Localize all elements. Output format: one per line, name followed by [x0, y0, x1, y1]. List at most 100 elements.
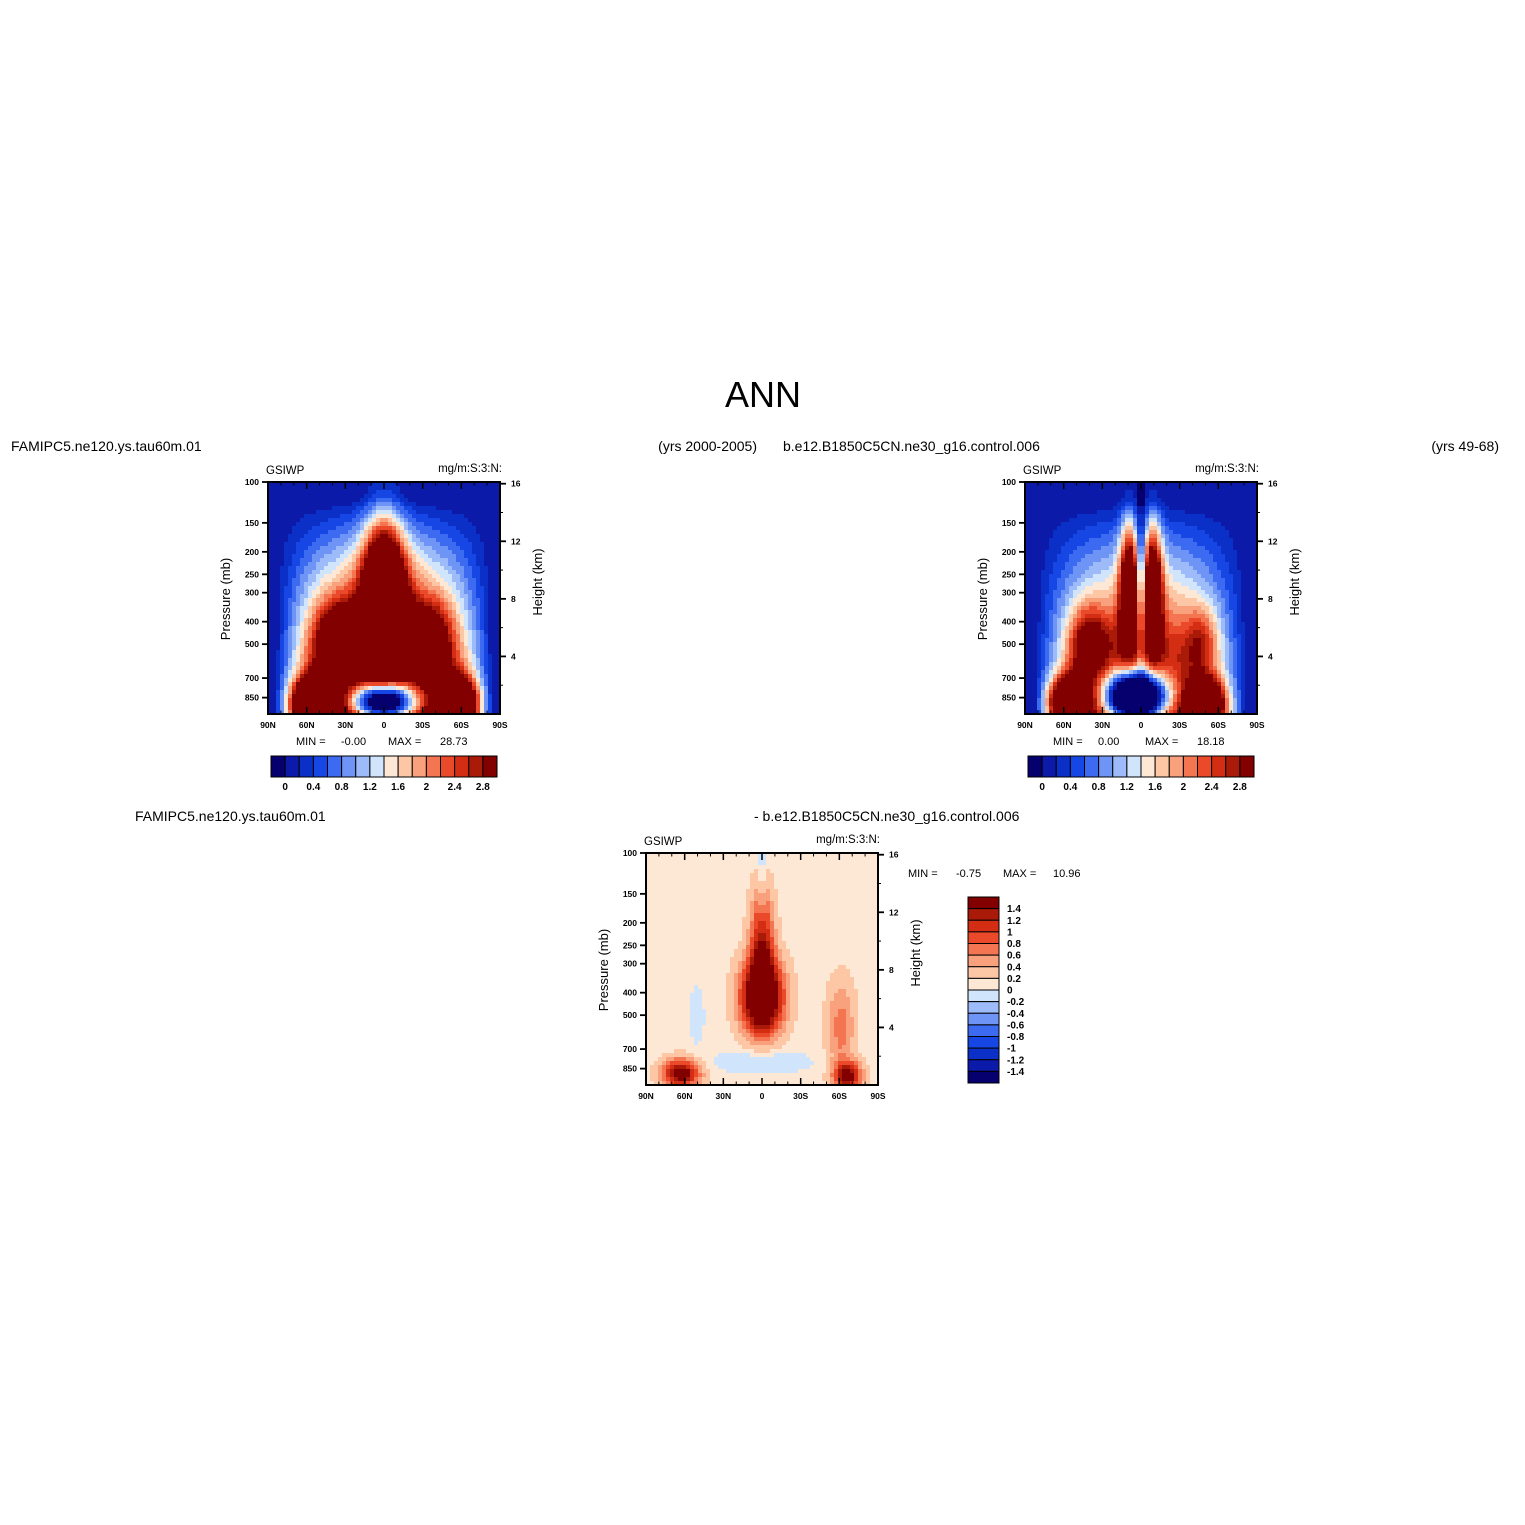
field-cell: [1217, 510, 1222, 515]
field-cell: [380, 678, 385, 683]
field-cell: [444, 662, 449, 667]
field-cell: [284, 546, 289, 551]
field-cell: [1137, 482, 1142, 487]
field-cell: [1153, 546, 1158, 551]
field-cell: [484, 562, 489, 567]
field-cell: [1209, 490, 1214, 495]
field-cell: [388, 638, 393, 643]
field-cell: [356, 646, 361, 651]
field-cell: [1213, 530, 1218, 535]
field-cell: [448, 610, 453, 615]
field-cell: [1125, 494, 1130, 499]
field-cell: [1033, 510, 1038, 515]
field-cell: [1177, 566, 1182, 571]
field-cell: [312, 602, 317, 607]
field-cell: [316, 654, 321, 659]
field-cell: [400, 686, 405, 691]
field-cell: [1029, 542, 1034, 547]
field-cell: [1245, 562, 1250, 567]
field-cell: [1197, 566, 1202, 571]
field-cell: [360, 530, 365, 535]
field-cell: [1089, 566, 1094, 571]
field-cell: [484, 594, 489, 599]
field-cell: [332, 506, 337, 511]
field-cell: [464, 550, 469, 555]
field-cell: [464, 682, 469, 687]
field-cell: [1101, 582, 1106, 587]
field-cell: [468, 642, 473, 647]
field-cell: [336, 546, 341, 551]
field-cell: [332, 482, 337, 487]
field-cell: [420, 682, 425, 687]
field-cell: [288, 598, 293, 603]
field-cell: [436, 686, 441, 691]
field-cell: [280, 586, 285, 591]
field-cell: [444, 670, 449, 675]
field-cell: [344, 494, 349, 499]
field-cell: [300, 642, 305, 647]
field-cell: [1061, 570, 1066, 575]
field-cell: [416, 554, 421, 559]
field-cell: [492, 526, 497, 531]
field-cell: [288, 618, 293, 623]
field-cell: [1149, 570, 1154, 575]
field-cell: [436, 566, 441, 571]
field-cell: [1229, 510, 1234, 515]
field-cell: [1217, 538, 1222, 543]
field-cell: [1149, 498, 1154, 503]
field-cell: [368, 514, 373, 519]
field-cell: [372, 706, 377, 711]
field-cell: [292, 670, 297, 675]
field-cell: [1193, 522, 1198, 527]
field-cell: [468, 514, 473, 519]
field-cell: [404, 590, 409, 595]
field-cell: [360, 518, 365, 523]
field-cell: [320, 654, 325, 659]
field-cell: [464, 486, 469, 491]
field-cell: [352, 686, 357, 691]
field-cell: [312, 630, 317, 635]
colorbar-box: [312, 755, 329, 778]
field-cell: [296, 594, 301, 599]
field-cell: [392, 694, 397, 699]
field-cell: [488, 686, 493, 691]
field-cell: [476, 702, 481, 707]
field-cell: [400, 586, 405, 591]
field-cell: [384, 682, 389, 687]
field-cell: [332, 566, 337, 571]
field-cell: [404, 602, 409, 607]
field-cell: [436, 650, 441, 655]
field-cell: [408, 526, 413, 531]
field-cell: [416, 518, 421, 523]
field-cell: [420, 646, 425, 651]
field-cell: [1189, 490, 1194, 495]
field-cell: [476, 594, 481, 599]
field-cell: [368, 546, 373, 551]
field-cell: [1133, 558, 1138, 563]
field-cell: [388, 534, 393, 539]
field-cell: [380, 690, 385, 695]
field-cell: [320, 702, 325, 707]
field-cell: [380, 598, 385, 603]
field-cell: [352, 494, 357, 499]
field-cell: [336, 570, 341, 575]
field-cell: [1073, 546, 1078, 551]
field-cell: [1025, 482, 1030, 487]
field-cell: [1249, 502, 1254, 507]
field-cell: [340, 666, 345, 671]
field-cell: [404, 634, 409, 639]
field-cell: [448, 498, 453, 503]
field-cell: [472, 514, 477, 519]
field-cell: [368, 710, 373, 714]
field-cell: [1125, 486, 1130, 491]
field-cell: [304, 702, 309, 707]
field-cell: [388, 618, 393, 623]
field-cell: [432, 534, 437, 539]
field-cell: [1105, 494, 1110, 499]
field-cell: [336, 626, 341, 631]
field-cell: [356, 662, 361, 667]
field-cell: [344, 610, 349, 615]
field-cell: [1177, 526, 1182, 531]
field-cell: [376, 650, 381, 655]
field-cell: [400, 486, 405, 491]
